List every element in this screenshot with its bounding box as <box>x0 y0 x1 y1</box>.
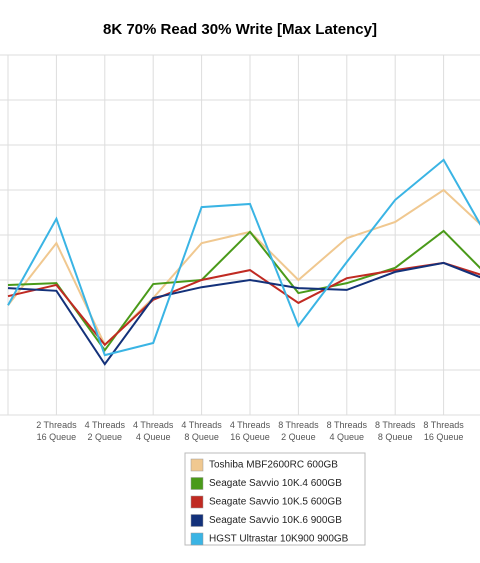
x-tick-label-line: 8 Queue <box>378 432 413 442</box>
legend-label: Seagate Savvio 10K.4 600GB <box>209 478 342 489</box>
x-tick-label: 8 Threads 2 Queue <box>278 420 319 442</box>
legend-label: Seagate Savvio 10K.6 900GB <box>209 515 342 526</box>
x-tick-label: 4 Threads 16 Queue <box>230 420 271 442</box>
x-tick-label: 4 Threads 8 Queue <box>181 420 222 442</box>
x-tick-label-line: 4 Threads <box>133 420 174 430</box>
legend-swatch <box>190 495 204 509</box>
x-tick-label-line: 2 Queue <box>88 432 123 442</box>
x-tick-label-line: 8 Queue <box>184 432 219 442</box>
x-tick-label-line: 8 Threads <box>423 420 464 430</box>
legend-swatch <box>190 532 204 546</box>
x-tick-label-line: 16 Queue <box>424 432 464 442</box>
x-tick-label-line: 8 Threads <box>327 420 368 430</box>
x-tick-label: 4 Threads 2 Queue <box>85 420 126 442</box>
x-tick-label-line: 8 Threads <box>278 420 319 430</box>
x-tick-label-line: 4 Threads <box>181 420 222 430</box>
series-line <box>7 261 480 347</box>
legend-label: HGST Ultrastar 10K900 900GB <box>209 534 349 545</box>
x-tick-label-line: 4 Queue <box>136 432 171 442</box>
x-tick-label: 8 Threads 4 Queue <box>327 420 368 442</box>
series-line <box>7 229 480 352</box>
chart-title: 8K 70% Read 30% Write [Max Latency] <box>103 21 377 38</box>
x-tick-label-line: 2 Threads <box>36 420 77 430</box>
x-tick-label: 2 Threads 16 Queue <box>36 420 77 442</box>
series-line <box>7 261 480 366</box>
series-line <box>7 158 480 357</box>
x-tick-label-line: 16 Queue <box>37 432 77 442</box>
x-tick-label-line: 2 Queue <box>281 432 316 442</box>
legend-swatch <box>190 514 204 527</box>
legend-box <box>184 452 366 546</box>
legend-label: Toshiba MBF2600RC 600GB <box>209 460 338 471</box>
legend-label: Seagate Savvio 10K.5 600GB <box>209 497 342 508</box>
x-tick-label-line: 8 Threads <box>375 420 416 430</box>
legend-swatch <box>190 477 204 490</box>
x-tick-label: 8 Threads 16 Queue <box>423 420 464 442</box>
x-tick-label-line: 4 Queue <box>330 432 365 442</box>
x-tick-label-line: 16 Queue <box>230 432 270 442</box>
x-tick-label: 4 Threads 4 Queue <box>133 420 174 442</box>
x-tick-label-line: 4 Threads <box>85 420 126 430</box>
x-tick-label-line: 4 Threads <box>230 420 271 430</box>
x-tick-label: 8 Threads 8 Queue <box>375 420 416 442</box>
legend-swatch <box>190 458 204 472</box>
